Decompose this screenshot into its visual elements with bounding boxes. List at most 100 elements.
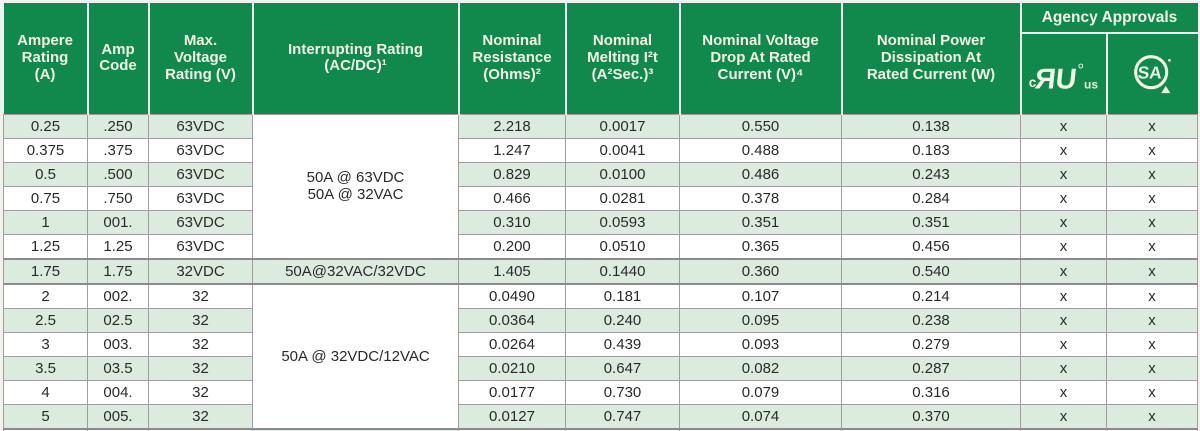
cell-cul-approval: x bbox=[1020, 161, 1107, 187]
cell-power-dissipation: 0.238 bbox=[841, 307, 1021, 333]
cell-interrupting-rating: 50A @ 63VDC 50A @ 32VAC bbox=[252, 113, 459, 260]
table-row: 1.25 1.25 63VDC 0.200 0.0510 0.365 0.456 x x bbox=[3, 233, 1198, 260]
cell-nominal-resistance: 0.0364 bbox=[458, 307, 566, 333]
cell-max-voltage: 32 bbox=[148, 403, 253, 430]
cell-cul-approval: x bbox=[1020, 209, 1107, 235]
col-header-interrupting-rating: Interrupting Rating (AC/DC)¹ bbox=[251, 3, 459, 115]
cell-ampere-rating: 1 bbox=[3, 209, 88, 235]
cell-nominal-melting: 0.0593 bbox=[565, 209, 680, 235]
cell-csa-approval: x bbox=[1106, 355, 1198, 381]
cell-voltage-drop: 0.365 bbox=[679, 233, 842, 260]
cell-voltage-drop: 0.082 bbox=[679, 355, 842, 381]
cell-power-dissipation: 0.138 bbox=[841, 113, 1021, 139]
cell-ampere-rating: 0.375 bbox=[3, 137, 88, 163]
cell-csa-approval: x bbox=[1106, 137, 1198, 163]
cell-cul-approval: x bbox=[1020, 185, 1107, 211]
table-row: 0.75.750 63VDC 0.466 0.0281 0.378 0.284 x x bbox=[3, 185, 1198, 211]
csa-mark-icon: SA bbox=[1110, 53, 1196, 95]
cell-amp-code: .750 bbox=[87, 185, 149, 211]
cell-nominal-resistance: 0.829 bbox=[458, 161, 566, 187]
svg-text:SA: SA bbox=[1137, 63, 1163, 83]
cell-max-voltage: 32 bbox=[148, 379, 253, 405]
table-row: 2 002. 32 50A @ 32VDC/12VAC 0.0490 0.181 0.107… bbox=[3, 282, 1198, 430]
cell-max-voltage: 63VDC bbox=[148, 185, 253, 211]
cell-max-voltage: 63VDC bbox=[148, 161, 253, 187]
cul-us-mark-icon: c ЯU us bbox=[1024, 54, 1104, 94]
table-row: 5 005. 32 0.0127 0.747 0.074 0.370 x x bbox=[3, 403, 1198, 430]
cell-ampere-rating: 4 bbox=[3, 379, 88, 405]
cell-voltage-drop: 0.074 bbox=[679, 403, 842, 430]
cell-power-dissipation: 0.279 bbox=[841, 331, 1021, 357]
table-body: 0.25.250 63VDC 50A @ 63VDC 50A @ 32VAC 2.21… bbox=[3, 113, 1198, 431]
cell-ampere-rating: 5 bbox=[3, 403, 88, 430]
cell-max-voltage: 63VDC bbox=[148, 209, 253, 235]
cell-amp-code: .375 bbox=[87, 137, 149, 163]
cell-cul-approval: x bbox=[1020, 137, 1107, 163]
cell-nominal-melting: 0.439 bbox=[565, 331, 680, 357]
cell-nominal-resistance: 0.200 bbox=[458, 233, 566, 260]
cell-cul-approval: x bbox=[1020, 307, 1107, 333]
cell-amp-code: 001. bbox=[87, 209, 149, 235]
cell-max-voltage: 32 bbox=[148, 282, 253, 309]
cell-nominal-resistance: 0.466 bbox=[458, 185, 566, 211]
cell-amp-code: .500 bbox=[87, 161, 149, 187]
col-header-nominal-melting: Nominal Melting I²t (A²Sec.)³ bbox=[564, 3, 680, 115]
cell-power-dissipation: 0.370 bbox=[841, 403, 1021, 430]
cell-ampere-rating: 1.25 bbox=[3, 233, 88, 260]
cell-nominal-melting: 0.0510 bbox=[565, 233, 680, 260]
cell-csa-approval: x bbox=[1106, 257, 1198, 285]
cell-max-voltage: 32 bbox=[148, 331, 253, 357]
col-header-voltage-drop: Nominal Voltage Drop At Rated Current (V… bbox=[678, 3, 842, 115]
fuse-spec-table: Ampere Rating (A) Amp Code Max. Voltage … bbox=[3, 3, 1198, 431]
cell-amp-code: 1.25 bbox=[87, 233, 149, 260]
col-header-agency-approvals: Agency Approvals bbox=[1019, 3, 1198, 33]
cell-nominal-melting: 0.240 bbox=[565, 307, 680, 333]
cell-cul-approval: x bbox=[1020, 379, 1107, 405]
cell-csa-approval: x bbox=[1106, 331, 1198, 357]
cell-cul-approval: x bbox=[1020, 257, 1107, 285]
cell-csa-approval: x bbox=[1106, 209, 1198, 235]
cell-ampere-rating: 2.5 bbox=[3, 307, 88, 333]
cell-cul-approval: x bbox=[1020, 282, 1107, 309]
cell-csa-approval: x bbox=[1106, 427, 1198, 431]
cell-nominal-melting: 0.0017 bbox=[565, 113, 680, 139]
table-row: 3 003. 32 0.0264 0.439 0.093 0.279 x x bbox=[3, 331, 1198, 357]
cell-nominal-melting: 0.0281 bbox=[565, 185, 680, 211]
table-row: 2.5 02.5 32 0.0364 0.240 0.095 0.238 x x bbox=[3, 307, 1198, 333]
col-header-power-dissipation: Nominal Power Dissipation At Rated Curre… bbox=[840, 3, 1021, 115]
cell-nominal-resistance: 1.405 bbox=[458, 257, 566, 285]
cell-voltage-drop: 0.486 bbox=[679, 161, 842, 187]
cell-cul-approval: x bbox=[1020, 233, 1107, 260]
cell-power-dissipation: 0.284 bbox=[841, 185, 1021, 211]
cell-nominal-melting: 0.0041 bbox=[565, 137, 680, 163]
table-row: 4 004. 32 0.0177 0.730 0.079 0.316 x x bbox=[3, 379, 1198, 405]
cell-power-dissipation: 0.287 bbox=[841, 355, 1021, 381]
table-row: 0.5.500 63VDC 0.829 0.0100 0.486 0.243 x x bbox=[3, 161, 1198, 187]
cell-nominal-melting: 0.0100 bbox=[565, 161, 680, 187]
cell-nominal-resistance: 2.218 bbox=[458, 113, 566, 139]
col-header-csa: SA bbox=[1105, 31, 1198, 115]
svg-text:ЯU: ЯU bbox=[1033, 63, 1078, 94]
table-row: 0.375.375 63VDC 1.247 0.0041 0.488 0.183 x x bbox=[3, 137, 1198, 163]
cell-csa-approval: x bbox=[1106, 233, 1198, 260]
cell-voltage-drop: 0.378 bbox=[679, 185, 842, 211]
cell-amp-code: 005. bbox=[87, 403, 149, 430]
col-header-amp-code: Amp Code bbox=[86, 3, 149, 115]
cell-nominal-resistance: 0.310 bbox=[458, 209, 566, 235]
cell-power-dissipation: 0.316 bbox=[841, 379, 1021, 405]
cell-csa-approval: x bbox=[1106, 379, 1198, 405]
table-row: 6006.2450A @ 24VDC/12VAC0.00861.4440.072… bbox=[3, 427, 1198, 431]
col-header-ampere-rating: Ampere Rating (A) bbox=[3, 3, 88, 115]
svg-text:us: us bbox=[1084, 77, 1098, 91]
cell-amp-code: 03.5 bbox=[87, 355, 149, 381]
cell-max-voltage: 63VDC bbox=[148, 113, 253, 139]
table-header: Ampere Rating (A) Amp Code Max. Voltage … bbox=[3, 3, 1198, 115]
cell-nominal-melting: 0.730 bbox=[565, 379, 680, 405]
cell-power-dissipation: 0.183 bbox=[841, 137, 1021, 163]
cell-ampere-rating: 2 bbox=[3, 282, 88, 309]
cell-max-voltage: 63VDC bbox=[148, 137, 253, 163]
cell-ampere-rating: 3.5 bbox=[3, 355, 88, 381]
cell-voltage-drop: 0.095 bbox=[679, 307, 842, 333]
col-header-nominal-resistance: Nominal Resistance (Ohms)² bbox=[457, 3, 566, 115]
